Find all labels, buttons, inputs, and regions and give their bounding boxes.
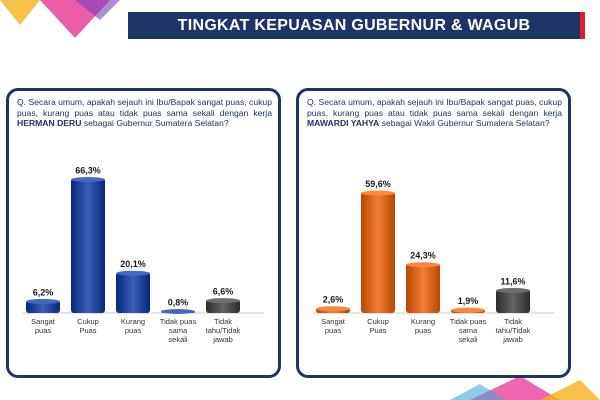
page-title: TINGKAT KEPUASAN GUBERNUR & WAGUB [177, 16, 531, 34]
tick-label-line: Tidak puas [160, 317, 197, 326]
bar-cap [26, 298, 60, 304]
tick-label-line: puas [125, 326, 142, 335]
tick-label: Sangat puas [31, 317, 56, 335]
tick-label: Cukup Puas [367, 317, 389, 335]
chart-panel-gubernur: Q. Secara umum, apakah sejauh ini Ibu/Ba… [6, 88, 281, 378]
tick-label-line: Kurang [121, 317, 145, 326]
data-label: 24,3% [410, 251, 436, 261]
bar-cap [451, 307, 485, 313]
bar [361, 192, 395, 313]
tick-label-line: Sangat [31, 317, 56, 326]
tick-label: Tidak puas sama sekali [160, 317, 197, 344]
tick-label: Tidak puas sama sekali [450, 317, 487, 344]
tick-label-line: sama [459, 326, 478, 335]
tick-label-line: jawab [502, 335, 523, 344]
tick-label-line: jawab [212, 335, 233, 344]
bar-cap [161, 309, 195, 314]
bar [406, 263, 440, 313]
tick-label: Tidak tahu/Tidak jawab [496, 317, 531, 344]
tick-label-line: Sangat [321, 317, 346, 326]
question-subject-name: MAWARDI YAHYA [307, 118, 380, 129]
tick-label-line: sekali [168, 335, 188, 344]
bar-cap [496, 287, 530, 293]
bar-cap [206, 298, 240, 304]
question-text-end: sebagai Wakil Gubernur Sumatera Selatan? [379, 118, 550, 129]
tick-label: Sangat puas [321, 317, 346, 335]
tick-label-line: Cukup [77, 317, 99, 326]
data-label: 0,8% [168, 298, 189, 308]
bar-group [161, 309, 195, 314]
data-label: 6,6% [213, 287, 234, 297]
bar-group [496, 287, 530, 313]
bar [496, 289, 530, 313]
survey-question: Q. Secara umum, apakah sejauh ini Ibu/Ba… [307, 97, 562, 129]
chart-panel-wakil-gubernur: Q. Secara umum, apakah sejauh ini Ibu/Ba… [296, 88, 571, 378]
bar-group [206, 298, 240, 313]
decorative-corner-bottom-right [450, 376, 600, 400]
tick-label-line: sekali [458, 335, 478, 344]
question-text: Q. Secara umum, apakah sejauh ini Ibu/Ba… [307, 97, 562, 118]
bar-group [26, 298, 60, 313]
data-label: 6,2% [33, 287, 54, 297]
data-label: 2,6% [323, 295, 344, 305]
data-label: 20,1% [120, 259, 146, 269]
bar-cap [316, 306, 350, 312]
question-text: Q. Secara umum, apakah sejauh ini Ibu/Ba… [17, 97, 272, 118]
header-banner: TINGKAT KEPUASAN GUBERNUR & WAGUB [128, 12, 585, 39]
tick-label-line: puas [35, 326, 52, 335]
bar-cap [361, 190, 395, 196]
tick-label-line: Tidak [214, 317, 232, 326]
data-label: 59,6% [365, 179, 391, 189]
bar [206, 299, 240, 313]
bar-group [361, 190, 395, 313]
bar [116, 272, 150, 313]
tick-label: Kurang puas [121, 317, 145, 335]
tick-label-line: tahu/Tidak [496, 326, 531, 335]
tick-label-line: sama [169, 326, 188, 335]
bar-group [71, 177, 105, 313]
question-text-end: sebagai Gubernur Sumatera Selatan? [81, 118, 229, 129]
tick-label-line: Puas [369, 326, 386, 335]
survey-question: Q. Secara umum, apakah sejauh ini Ibu/Ba… [17, 97, 272, 129]
bar-cap [71, 177, 105, 183]
bar [71, 178, 105, 313]
question-subject-name: HERMAN DERU [17, 118, 82, 129]
bar-cap [406, 262, 440, 268]
tick-label-line: tahu/Tidak [206, 326, 241, 335]
bar-cap [116, 270, 150, 276]
bar-group [406, 262, 440, 313]
tick-label-line: Tidak [504, 317, 522, 326]
data-label: 1,9% [458, 296, 479, 306]
data-label: 66,3% [75, 166, 101, 176]
data-label: 11,6% [500, 276, 525, 286]
tick-label-line: puas [415, 326, 432, 335]
tick-label-line: Puas [79, 326, 96, 335]
bar-group [316, 306, 350, 313]
tick-label-line: Kurang [411, 317, 435, 326]
tick-label-line: Cukup [367, 317, 389, 326]
tick-label: Cukup Puas [77, 317, 99, 335]
bar-group [451, 307, 485, 313]
tick-label: Tidak tahu/Tidak jawab [206, 317, 241, 344]
tick-label-line: Tidak puas [450, 317, 487, 326]
tick-label-line: puas [325, 326, 342, 335]
bar-group [116, 270, 150, 313]
tick-label: Kurang puas [411, 317, 435, 335]
decorative-corner-top-left [0, 0, 120, 38]
